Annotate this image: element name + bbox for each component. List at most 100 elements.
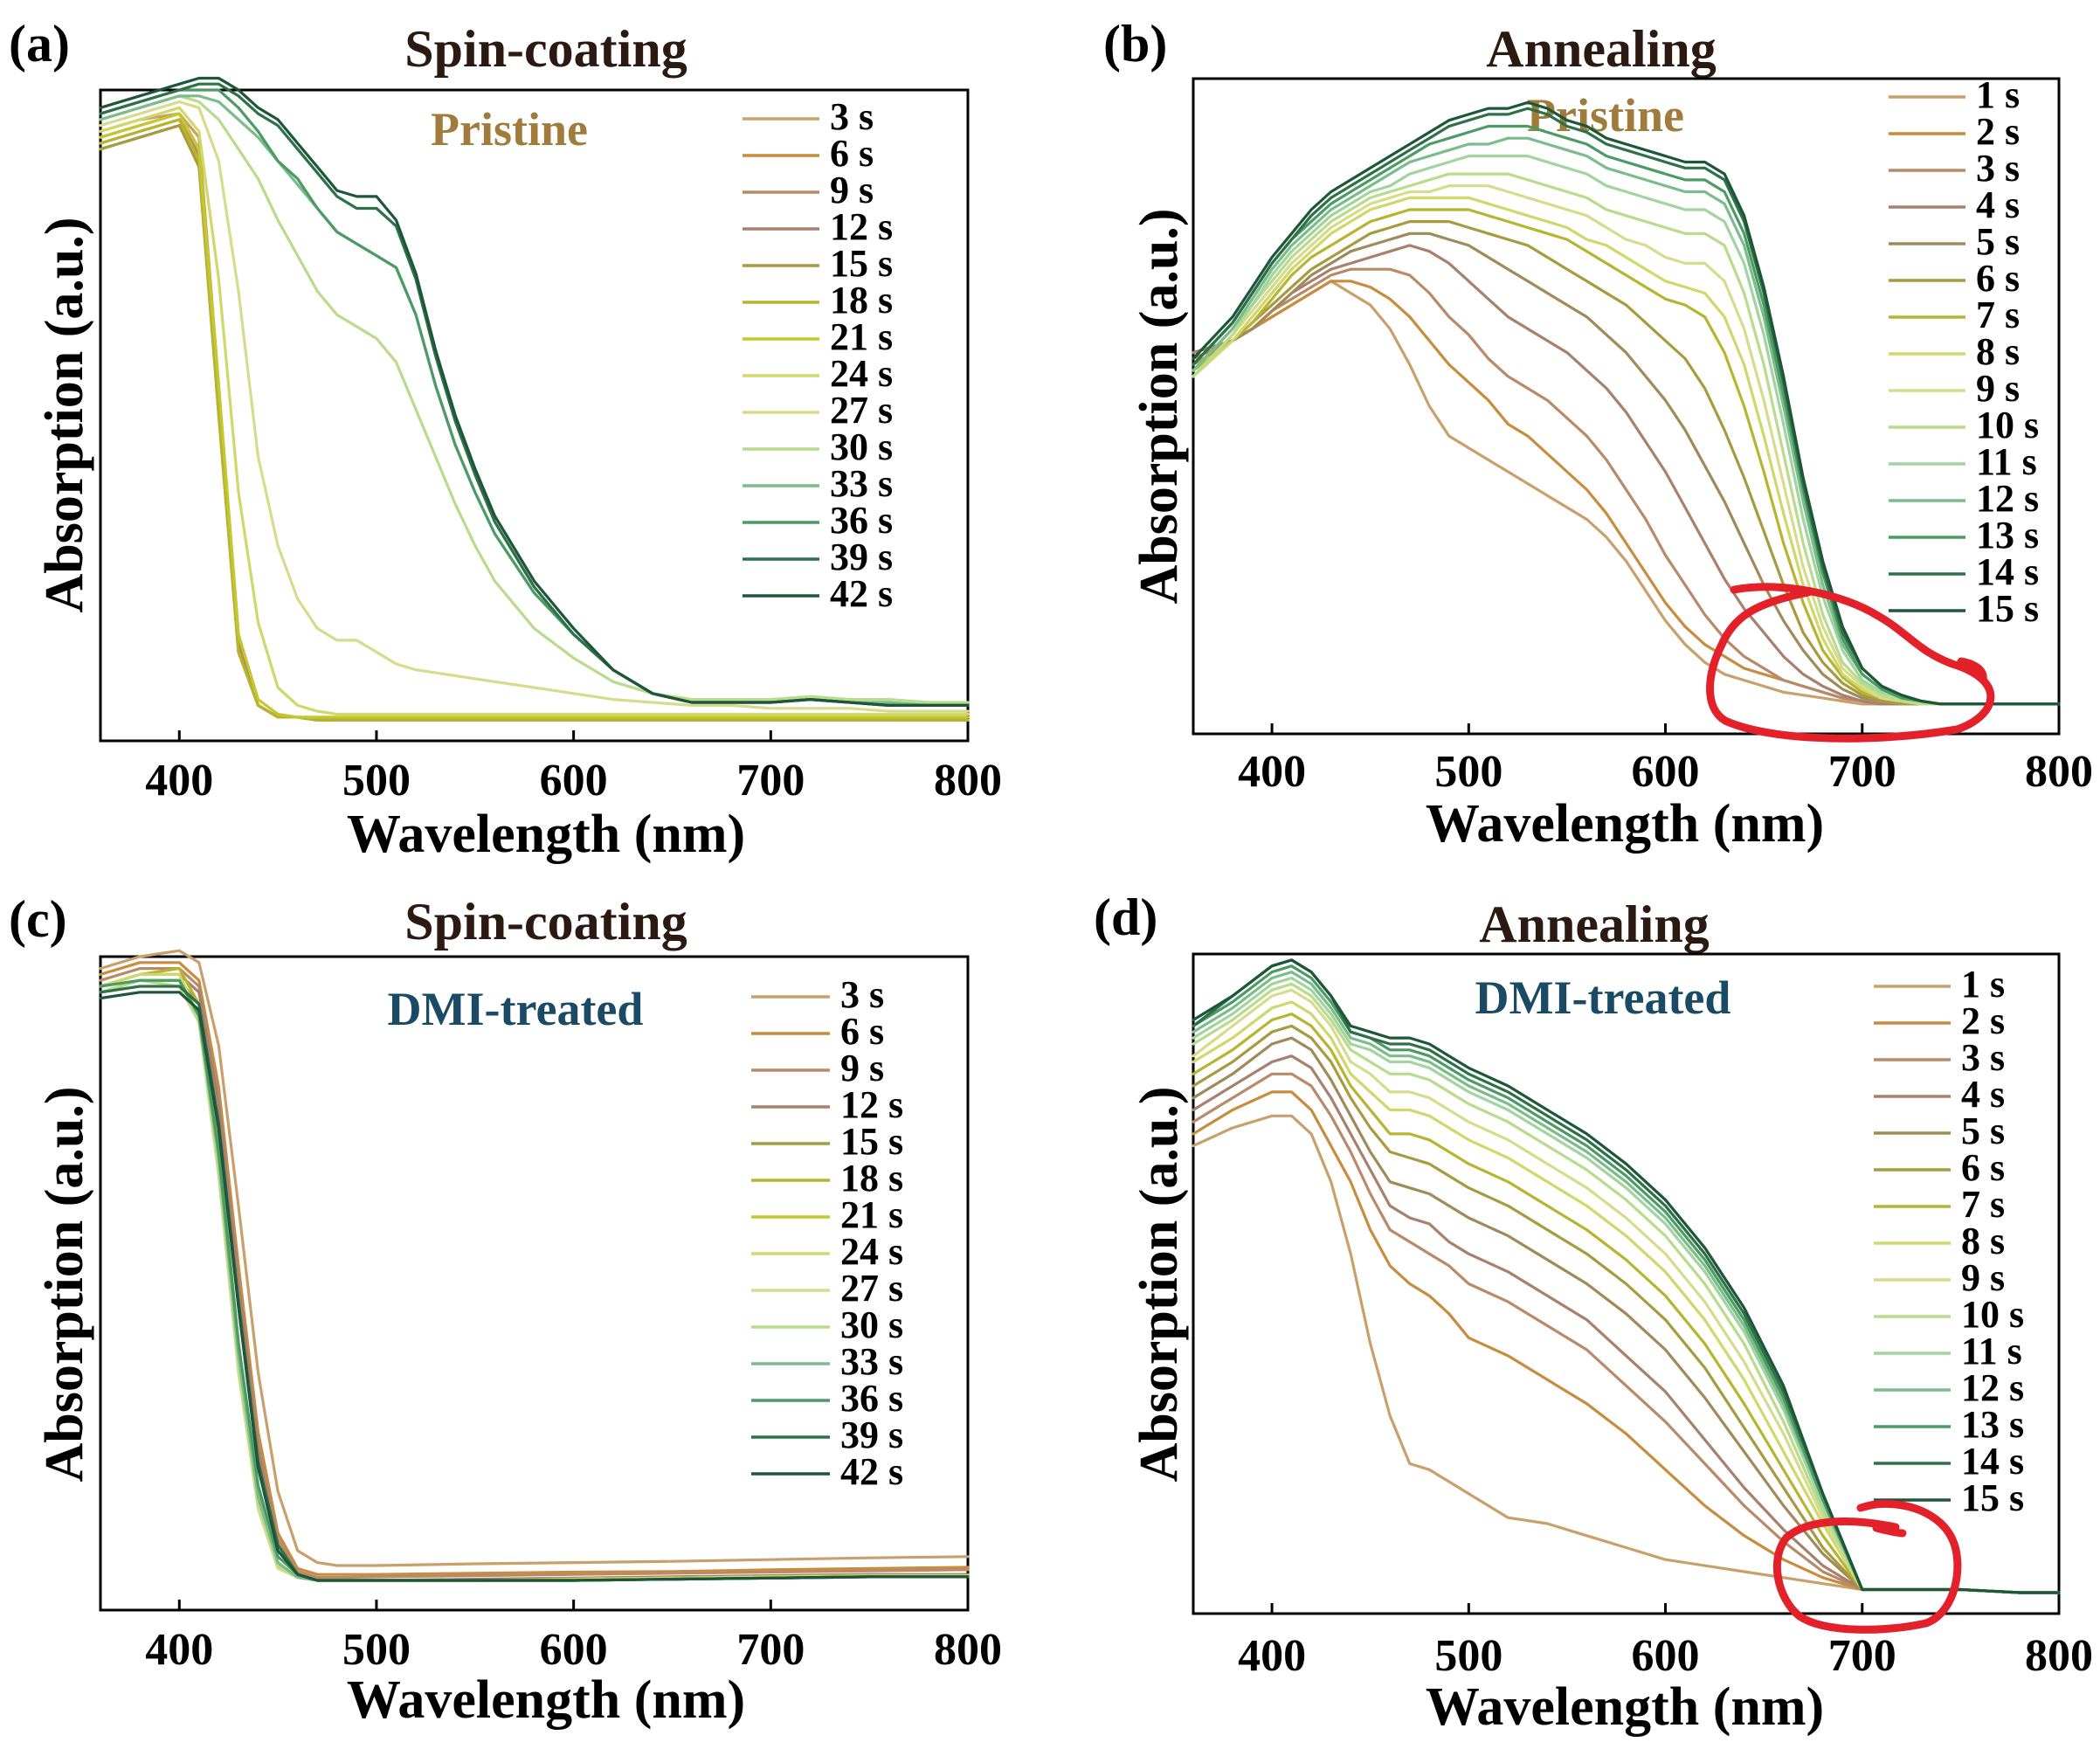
- x-tick-label: 700: [1828, 1631, 1896, 1681]
- x-tick-label: 800: [2025, 1631, 2093, 1681]
- legend-label: 30 s: [830, 425, 893, 468]
- legend: 1 s2 s3 s4 s5 s6 s7 s8 s9 s10 s11 s12 s1…: [1874, 963, 2024, 1519]
- x-tick-label: 400: [145, 756, 213, 805]
- legend-label: 3 s: [1976, 147, 2020, 190]
- legend: 1 s2 s3 s4 s5 s6 s7 s8 s9 s10 s11 s12 s1…: [1889, 73, 2039, 630]
- legend-label: 30 s: [840, 1303, 903, 1346]
- series-curves: [1192, 958, 2061, 1594]
- chart-title: Spin-coating: [404, 893, 687, 951]
- condition-label: Pristine: [431, 103, 588, 156]
- x-axis-label: Wavelength (nm): [347, 805, 745, 864]
- y-axis-label: Absorption (a.u.): [1129, 208, 1189, 604]
- x-tick-label: 600: [1632, 1631, 1700, 1681]
- panel-d: (d) Annealing DMI-treated 400 500 600 700 80…: [1094, 888, 2093, 1737]
- legend-label: 27 s: [840, 1267, 903, 1310]
- legend-label: 33 s: [830, 462, 893, 505]
- legend-label: 10 s: [1976, 404, 2039, 446]
- legend-label: 6 s: [1976, 257, 2020, 300]
- chart-title: Annealing: [1486, 20, 1716, 78]
- series-line-3s: [99, 949, 970, 1567]
- legend-label: 42 s: [830, 572, 893, 615]
- legend: 3 s6 s9 s12 s15 s18 s21 s24 s27 s30 s33 …: [751, 973, 903, 1493]
- legend-label: 7 s: [1976, 294, 2020, 336]
- legend-label: 3 s: [840, 973, 884, 1016]
- legend-label: 7 s: [1961, 1183, 2005, 1226]
- series-curves: [99, 949, 970, 1582]
- legend-label: 12 s: [1976, 477, 2039, 520]
- legend-label: 14 s: [1961, 1440, 2024, 1483]
- x-tick-labels: 400 500 600 700 800: [145, 730, 1002, 805]
- highlight-hook: [1957, 657, 1987, 684]
- legend-label: 12 s: [1961, 1366, 2024, 1409]
- highlight-circle: [1772, 1499, 1962, 1634]
- series-line-21s: [99, 112, 970, 719]
- series-line-6s: [1192, 220, 2061, 706]
- legend-label: 2 s: [1961, 999, 2005, 1042]
- panel-label: (a): [9, 15, 70, 73]
- legend-label: 8 s: [1976, 330, 2020, 373]
- legend-label: 12 s: [830, 205, 893, 248]
- legend-label: 21 s: [830, 315, 893, 358]
- y-axis-label: Absorption (a.u.): [1129, 1086, 1189, 1482]
- legend-label: 9 s: [830, 169, 874, 211]
- x-tick-label: 400: [1238, 747, 1306, 797]
- legend-label: 15 s: [840, 1120, 903, 1163]
- x-tick-label: 600: [540, 756, 608, 805]
- legend-label: 2 s: [1976, 110, 2020, 153]
- x-axis-label: Wavelength (nm): [347, 1670, 745, 1730]
- legend-label: 13 s: [1976, 514, 2039, 556]
- legend-label: 6 s: [830, 132, 874, 175]
- series-line-18s: [99, 118, 970, 722]
- chart-title: Spin-coating: [404, 20, 687, 78]
- series-line-15s: [1192, 958, 2061, 1594]
- series-curves: [99, 76, 970, 722]
- legend-label: 1 s: [1961, 963, 2005, 1006]
- panel-a: (a) Spin-coating Pristine 400 500 600 700 80…: [9, 15, 1002, 864]
- condition-label: DMI-treated: [1475, 971, 1731, 1024]
- x-tick-label: 400: [145, 1625, 213, 1675]
- legend-label: 5 s: [1961, 1110, 2005, 1152]
- x-tick-label: 500: [342, 756, 411, 805]
- series-line-10s: [1192, 172, 2061, 706]
- legend-label: 11 s: [1961, 1330, 2022, 1372]
- legend-label: 11 s: [1976, 440, 2037, 483]
- plot-frame: [1192, 952, 2061, 1615]
- legend-label: 36 s: [840, 1377, 903, 1420]
- legend-label: 9 s: [840, 1047, 884, 1089]
- panel-label: (c): [9, 890, 67, 948]
- legend-label: 4 s: [1976, 183, 2020, 226]
- series-line-27s: [99, 100, 970, 713]
- panel-b: (b) Annealing Pristine 400 500 600 700 800 1…: [1103, 15, 2093, 854]
- y-axis-label: Absorption (a.u.): [35, 1086, 94, 1482]
- x-tick-label: 800: [2025, 747, 2093, 797]
- x-tick-label: 800: [934, 756, 1002, 805]
- legend-label: 18 s: [840, 1157, 903, 1199]
- condition-label: DMI-treated: [388, 983, 644, 1035]
- legend-label: 14 s: [1976, 550, 2039, 593]
- x-tick-labels: 400 500 600 700 800: [1238, 723, 2093, 797]
- panel-c: (c) Spin-coating DMI-treated 400 500 600 70…: [9, 890, 1002, 1730]
- legend-label: 13 s: [1961, 1403, 2024, 1446]
- legend-label: 10 s: [1961, 1293, 2024, 1336]
- legend-label: 9 s: [1961, 1256, 2005, 1299]
- legend-label: 15 s: [1961, 1476, 2024, 1519]
- series-line-13s: [1192, 124, 2061, 706]
- plot-frame: [99, 955, 970, 1612]
- plot-frame: [1192, 77, 2061, 736]
- plot-frame: [99, 88, 970, 743]
- legend-label: 4 s: [1961, 1073, 2005, 1116]
- x-tick-label: 600: [540, 1625, 608, 1675]
- x-axis-label: Wavelength (nm): [1426, 1677, 1824, 1737]
- x-tick-label: 700: [736, 1625, 805, 1675]
- series-line-30s: [99, 94, 970, 704]
- legend-label: 21 s: [840, 1193, 903, 1236]
- y-axis-label: Absorption (a.u.): [35, 217, 94, 612]
- series-curves: [1192, 100, 2061, 706]
- x-tick-label: 600: [1632, 747, 1700, 797]
- x-tick-label: 500: [342, 1625, 411, 1675]
- x-tick-label: 500: [1434, 1631, 1502, 1681]
- legend-label: 6 s: [1961, 1146, 2005, 1189]
- x-tick-labels: 400 500 600 700 800: [1238, 1603, 2093, 1681]
- legend-label: 9 s: [1976, 367, 2020, 410]
